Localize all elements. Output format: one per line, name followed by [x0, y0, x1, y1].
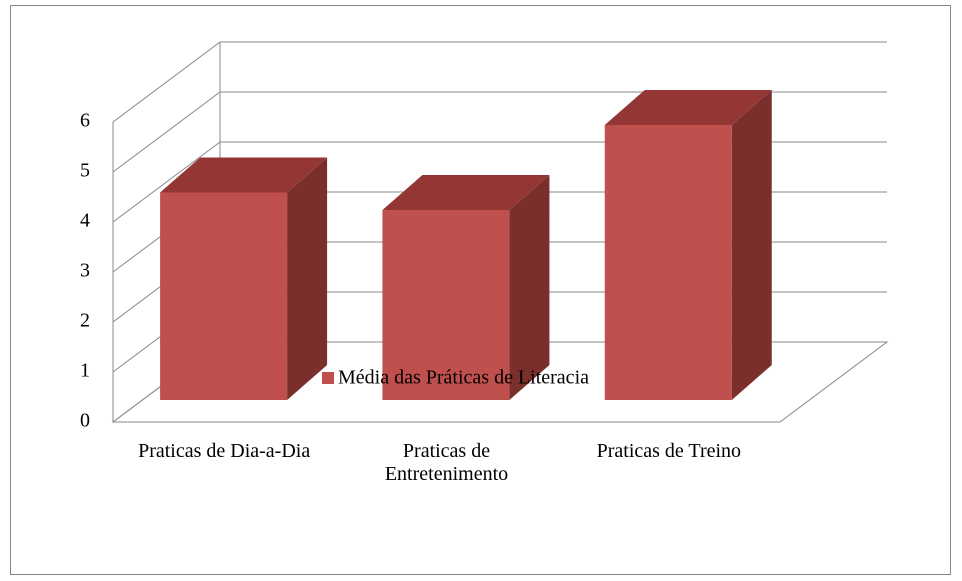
y-tick-label: 0	[80, 410, 90, 432]
bar-top	[160, 157, 328, 193]
bar	[382, 210, 510, 400]
bar-side	[731, 90, 772, 400]
x-tick-label: Praticas de Dia-a-Dia	[138, 440, 311, 462]
grid-line	[112, 141, 221, 223]
y-tick-label: 5	[80, 160, 90, 182]
bar	[604, 125, 732, 400]
y-tick-label: 2	[80, 310, 90, 332]
bar-top	[382, 175, 550, 210]
legend-swatch	[322, 372, 334, 384]
y-tick-label: 3	[80, 260, 90, 282]
y-tick-label: 1	[80, 360, 90, 382]
bar-side	[509, 175, 550, 400]
grid-line	[112, 91, 221, 173]
legend-label: Média das Práticas de Literacia	[338, 367, 589, 389]
grid-line	[112, 41, 221, 123]
bar-side	[287, 157, 328, 400]
bar-top	[604, 90, 772, 125]
y-tick-label: 4	[80, 210, 90, 232]
x-tick-label: Praticas de Entretenimento	[384, 440, 509, 485]
y-tick-label: 6	[80, 110, 90, 132]
bar	[160, 192, 288, 400]
x-tick-label: Praticas de Treino	[596, 440, 742, 462]
